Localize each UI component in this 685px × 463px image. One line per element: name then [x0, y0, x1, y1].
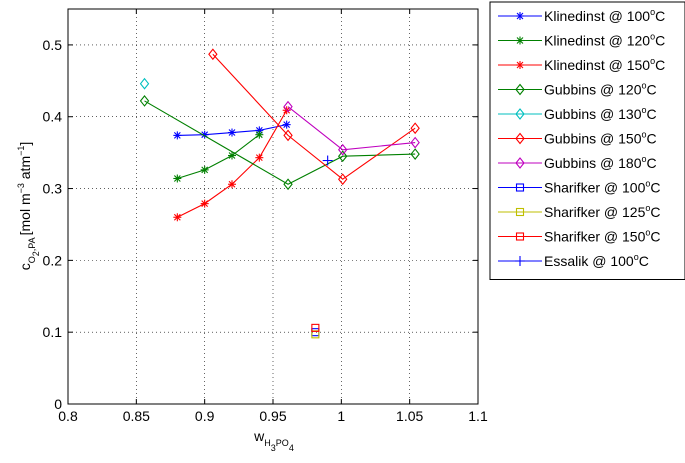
- legend-label: Klinedinst @ 100oC: [544, 7, 665, 24]
- legend-label: Sharifker @ 100oC: [544, 179, 661, 196]
- asterisk-marker: [200, 199, 209, 208]
- series-line: [144, 100, 416, 185]
- legend-label: Sharifker @ 125oC: [544, 203, 661, 220]
- legend-label: Klinedinst @ 150oC: [544, 56, 665, 73]
- legend-entry-3: Gubbins @ 120oC: [498, 81, 657, 98]
- series-2: [173, 106, 291, 222]
- legend-entry-2: Klinedinst @ 150oC: [498, 56, 665, 73]
- series-6: [283, 100, 420, 156]
- legend-label: Gubbins @ 180oC: [544, 154, 657, 171]
- diamond-marker: [139, 77, 150, 90]
- y-tick-label: 0.3: [43, 181, 63, 197]
- series-10: [322, 155, 333, 166]
- asterisk-marker: [516, 61, 524, 69]
- diamond-marker: [337, 150, 348, 163]
- series-line: [287, 106, 416, 151]
- square-marker: [311, 323, 320, 332]
- asterisk-marker: [173, 174, 182, 183]
- legend-label: Gubbins @ 150oC: [544, 130, 657, 147]
- y-axis-title: cO2,PA[mol m−3 atm−1]: [16, 142, 41, 271]
- y-tick-label: 0.5: [43, 37, 63, 53]
- square-marker: [515, 183, 525, 192]
- legend-label: Gubbins @ 130oC: [544, 105, 657, 122]
- grid: [68, 9, 478, 404]
- diamond-marker: [410, 148, 420, 160]
- y-tick-label: 0.1: [43, 324, 63, 340]
- legend-entry-8: Sharifker @ 125oC: [498, 203, 661, 220]
- axis-ticks: 0.8 0.85 0.9 0.95 1 1.05 1.1 0 0.1 0.2 0.3 0.4 0.5: [43, 9, 488, 424]
- diamond-marker: [139, 95, 150, 107]
- series-5: [208, 48, 420, 186]
- y-tick-label: 0.4: [43, 109, 63, 125]
- diamond-marker: [410, 122, 420, 135]
- diamond-marker: [283, 178, 293, 191]
- legend-entry-5: Gubbins @ 150oC: [498, 130, 657, 147]
- x-tick-label: 0.95: [259, 408, 286, 424]
- series-1: [173, 130, 264, 183]
- diamond-marker: [208, 48, 218, 61]
- diamond-marker: [515, 157, 525, 169]
- legend-entry-1: Klinedinst @ 120oC: [498, 32, 665, 49]
- asterisk-marker: [255, 130, 264, 139]
- legend-entry-9: Sharifker @ 150oC: [498, 228, 661, 245]
- diamond-marker: [515, 108, 525, 120]
- legend-entry-7: Sharifker @ 100oC: [498, 179, 661, 196]
- x-tick-label: 1.1: [468, 408, 488, 424]
- asterisk-marker: [516, 12, 524, 20]
- series-line: [212, 53, 416, 180]
- x-tick-label: 1: [337, 408, 345, 424]
- legend-entry-4: Gubbins @ 130oC: [498, 105, 657, 122]
- diamond-marker: [283, 129, 293, 142]
- legend-entry-6: Gubbins @ 180oC: [498, 154, 657, 171]
- x-tick-label: 0.85: [123, 408, 150, 424]
- legend-label: Sharifker @ 150oC: [544, 228, 661, 245]
- diamond-marker: [337, 173, 348, 186]
- asterisk-marker: [255, 153, 264, 162]
- diamond-marker: [337, 143, 348, 156]
- asterisk-marker: [173, 213, 182, 222]
- square-marker: [515, 232, 525, 241]
- asterisk-marker: [228, 180, 236, 189]
- data-series: [139, 48, 420, 339]
- plus-marker: [515, 256, 525, 266]
- y-tick-label: 0: [54, 396, 62, 412]
- x-axis-title: wH3PO4: [253, 428, 294, 453]
- plus-marker: [322, 155, 333, 166]
- x-tick-label: 0.9: [195, 408, 215, 424]
- asterisk-marker: [228, 151, 236, 160]
- x-tick-label: 0.8: [58, 408, 78, 424]
- square-marker: [515, 207, 525, 217]
- legend-label: Gubbins @ 120oC: [544, 81, 657, 98]
- y-tick-label: 0.2: [43, 252, 63, 268]
- series-0: [173, 120, 291, 140]
- legend-entry-10: Essalik @ 100oC: [498, 252, 649, 269]
- legend: Klinedinst @ 100oC Klinedinst @ 120oC Klin…: [489, 1, 685, 280]
- asterisk-marker: [282, 120, 291, 129]
- series-4: [139, 77, 150, 90]
- series-line: [177, 134, 260, 180]
- asterisk-marker: [516, 36, 524, 45]
- x-tick-label: 1.05: [396, 408, 423, 424]
- diamond-marker: [515, 132, 525, 145]
- legend-label: Essalik @ 100oC: [544, 252, 649, 269]
- diamond-marker: [283, 100, 293, 113]
- asterisk-marker: [173, 131, 182, 140]
- series-9: [311, 323, 320, 332]
- series-3: [139, 95, 420, 191]
- legend-label: Klinedinst @ 120oC: [544, 32, 665, 49]
- diamond-marker: [515, 83, 525, 96]
- diamond-marker: [410, 136, 420, 149]
- legend-entry-0: Klinedinst @ 100oC: [498, 7, 665, 24]
- asterisk-marker: [200, 165, 209, 174]
- asterisk-marker: [228, 128, 236, 137]
